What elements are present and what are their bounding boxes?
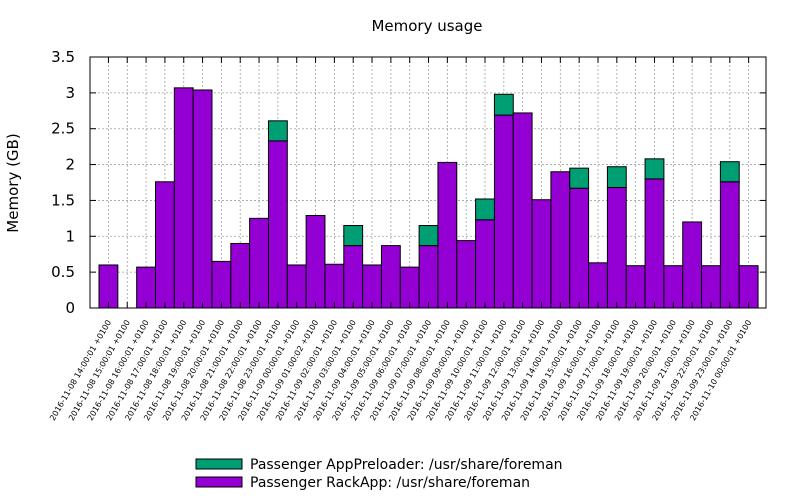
bar-rackapp xyxy=(738,265,759,309)
bar-rackapp xyxy=(286,264,307,309)
bar-apppreloader xyxy=(493,93,514,116)
bar-rackapp xyxy=(437,161,458,309)
bar-apppreloader xyxy=(418,225,439,247)
legend-label: Passenger AppPreloader: /usr/share/forem… xyxy=(250,457,563,473)
y-tick-label: 1.5 xyxy=(51,191,75,209)
bar-rackapp xyxy=(682,221,703,309)
bar-rackapp xyxy=(324,263,345,309)
y-tick-label: 3.5 xyxy=(51,48,75,66)
bar-rackapp xyxy=(136,266,156,309)
bar-rackapp xyxy=(456,240,477,309)
bar-rackapp xyxy=(719,181,740,309)
bar-apppreloader xyxy=(475,198,495,221)
legend-label: Passenger RackApp: /usr/share/foreman xyxy=(250,475,530,491)
bar-rackapp xyxy=(569,187,590,309)
bar-rackapp xyxy=(173,87,194,309)
bar-rackapp xyxy=(362,264,382,309)
bar-rackapp xyxy=(550,171,571,309)
bar-rackapp xyxy=(399,266,420,309)
bar-rackapp xyxy=(343,245,364,309)
bar-apppreloader xyxy=(606,166,627,189)
y-tick-label: 1 xyxy=(65,227,75,245)
bar-rackapp xyxy=(249,217,269,309)
legend-swatch xyxy=(195,476,243,488)
legend-swatch xyxy=(195,458,243,470)
bar-rackapp xyxy=(305,214,326,309)
bar-rackapp xyxy=(230,242,251,309)
bar-rackapp xyxy=(493,114,514,309)
bar-rackapp xyxy=(380,245,401,309)
bar-rackapp xyxy=(701,265,721,309)
bar-rackapp xyxy=(644,178,665,309)
bar-rackapp xyxy=(512,112,533,309)
plot-frame xyxy=(89,56,767,309)
bar-rackapp xyxy=(588,262,608,309)
bar-apppreloader xyxy=(569,167,590,189)
y-tick-label: 2.5 xyxy=(51,120,75,138)
y-tick-label: 0 xyxy=(65,299,75,317)
chart-title: Memory usage xyxy=(371,17,482,35)
bar-apppreloader xyxy=(343,225,364,247)
y-tick-label: 2 xyxy=(65,156,75,174)
bar-rackapp xyxy=(475,219,495,309)
bar-apppreloader xyxy=(644,158,665,180)
bar-rackapp xyxy=(192,89,213,309)
y-axis-ticks: 0 0.5 1 1.5 2 2.5 3 3.5 xyxy=(51,48,766,317)
bar-rackapp xyxy=(625,265,646,309)
bar-apppreloader xyxy=(719,161,740,183)
bar-rackapp xyxy=(211,260,232,309)
bar-rackapp xyxy=(418,245,439,309)
bar-apppreloader xyxy=(267,120,288,142)
y-tick-label: 0.5 xyxy=(51,263,75,281)
bar-rackapp xyxy=(663,265,684,309)
y-axis-label: Memory (GB) xyxy=(4,133,22,232)
bar-rackapp xyxy=(154,181,175,309)
y-tick-label: 3 xyxy=(65,84,75,102)
legend: Passenger AppPreloader: /usr/share/forem… xyxy=(195,457,563,491)
bar-rackapp xyxy=(267,140,288,309)
bar-rackapp xyxy=(606,187,627,309)
bar-rackapp xyxy=(531,199,552,309)
bar-rackapp xyxy=(98,264,119,309)
